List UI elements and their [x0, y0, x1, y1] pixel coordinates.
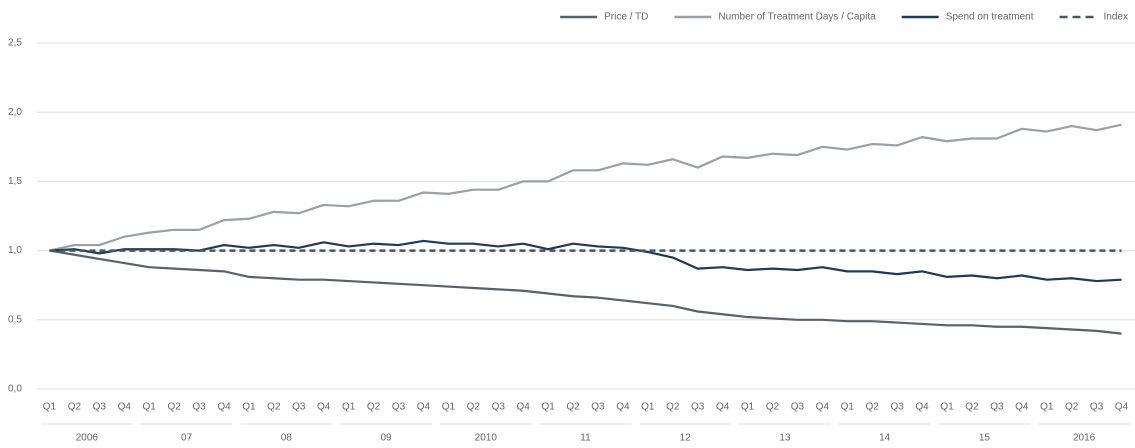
x-tick-label: Q4	[118, 402, 132, 413]
legend-label: Number of Treatment Days / Capita	[718, 12, 876, 23]
x-group-label: 13	[779, 433, 791, 444]
y-tick-label: 1,0	[8, 245, 22, 256]
y-tick-label: 0,0	[8, 384, 22, 395]
x-group-label: 11	[580, 433, 591, 444]
x-tick-label: Q4	[616, 402, 630, 413]
line-series	[49, 123, 1122, 252]
x-tick-label: Q2	[267, 402, 281, 413]
x-tick-label: Q4	[915, 402, 929, 413]
x-tick-label: Q1	[143, 402, 157, 413]
x-tick-label: Q2	[167, 402, 181, 413]
x-group-label: 2010	[475, 433, 498, 444]
x-tick-label: Q1	[940, 402, 954, 413]
x-tick-label: Q2	[666, 402, 680, 413]
x-tick-label: Q2	[866, 402, 880, 413]
line-series	[49, 239, 1122, 283]
x-group-label: 08	[281, 433, 293, 444]
x-tick-label: Q1	[442, 402, 456, 413]
x-tick-label: Q2	[965, 402, 979, 413]
x-group-label: 2016	[1073, 433, 1096, 444]
x-tick-label: Q1	[541, 402, 555, 413]
x-tick-label: Q3	[392, 402, 406, 413]
x-tick-label: Q3	[492, 402, 506, 413]
x-tick-label: Q3	[192, 402, 206, 413]
x-tick-label: Q2	[68, 402, 82, 413]
x-tick-label: Q3	[93, 402, 107, 413]
x-tick-label: Q1	[342, 402, 356, 413]
x-tick-label: Q2	[467, 402, 481, 413]
x-tick-label: Q3	[791, 402, 805, 413]
x-group-label: 14	[879, 433, 891, 444]
x-tick-label: Q2	[766, 402, 780, 413]
y-tick-label: 1,5	[8, 176, 22, 187]
x-group-label: 2006	[76, 433, 99, 444]
x-tick-label: Q4	[317, 402, 331, 413]
x-tick-label: Q3	[591, 402, 605, 413]
legend-label: Index	[1104, 12, 1128, 23]
x-tick-label: Q2	[566, 402, 580, 413]
x-tick-label: Q1	[641, 402, 655, 413]
x-tick-label: Q4	[1115, 402, 1129, 413]
x-tick-label: Q1	[1040, 402, 1054, 413]
x-tick-label: Q2	[1065, 402, 1079, 413]
x-tick-label: Q1	[43, 402, 57, 413]
legend-label: Price / TD	[604, 12, 648, 23]
x-tick-label: Q3	[292, 402, 306, 413]
y-tick-label: 0,5	[8, 314, 22, 325]
y-tick-label: 2,5	[8, 38, 22, 49]
x-tick-label: Q3	[990, 402, 1004, 413]
legend-label: Spend on treatment	[946, 12, 1034, 23]
x-tick-label: Q4	[816, 402, 830, 413]
x-tick-label: Q1	[741, 402, 755, 413]
x-tick-label: Q1	[242, 402, 256, 413]
x-group-label: 15	[979, 433, 991, 444]
x-tick-label: Q4	[417, 402, 431, 413]
x-group-label: 12	[680, 433, 692, 444]
line-series	[49, 249, 1122, 335]
x-tick-label: Q2	[367, 402, 381, 413]
x-tick-label: Q4	[1015, 402, 1029, 413]
y-tick-label: 2,0	[8, 107, 22, 118]
x-tick-label: Q4	[217, 402, 231, 413]
x-tick-label: Q4	[516, 402, 530, 413]
x-tick-label: Q3	[890, 402, 904, 413]
x-group-label: 07	[181, 433, 193, 444]
x-tick-label: Q3	[1090, 402, 1104, 413]
x-tick-label: Q3	[691, 402, 705, 413]
x-group-label: 09	[380, 433, 392, 444]
x-tick-label: Q4	[716, 402, 730, 413]
x-tick-label: Q1	[841, 402, 855, 413]
